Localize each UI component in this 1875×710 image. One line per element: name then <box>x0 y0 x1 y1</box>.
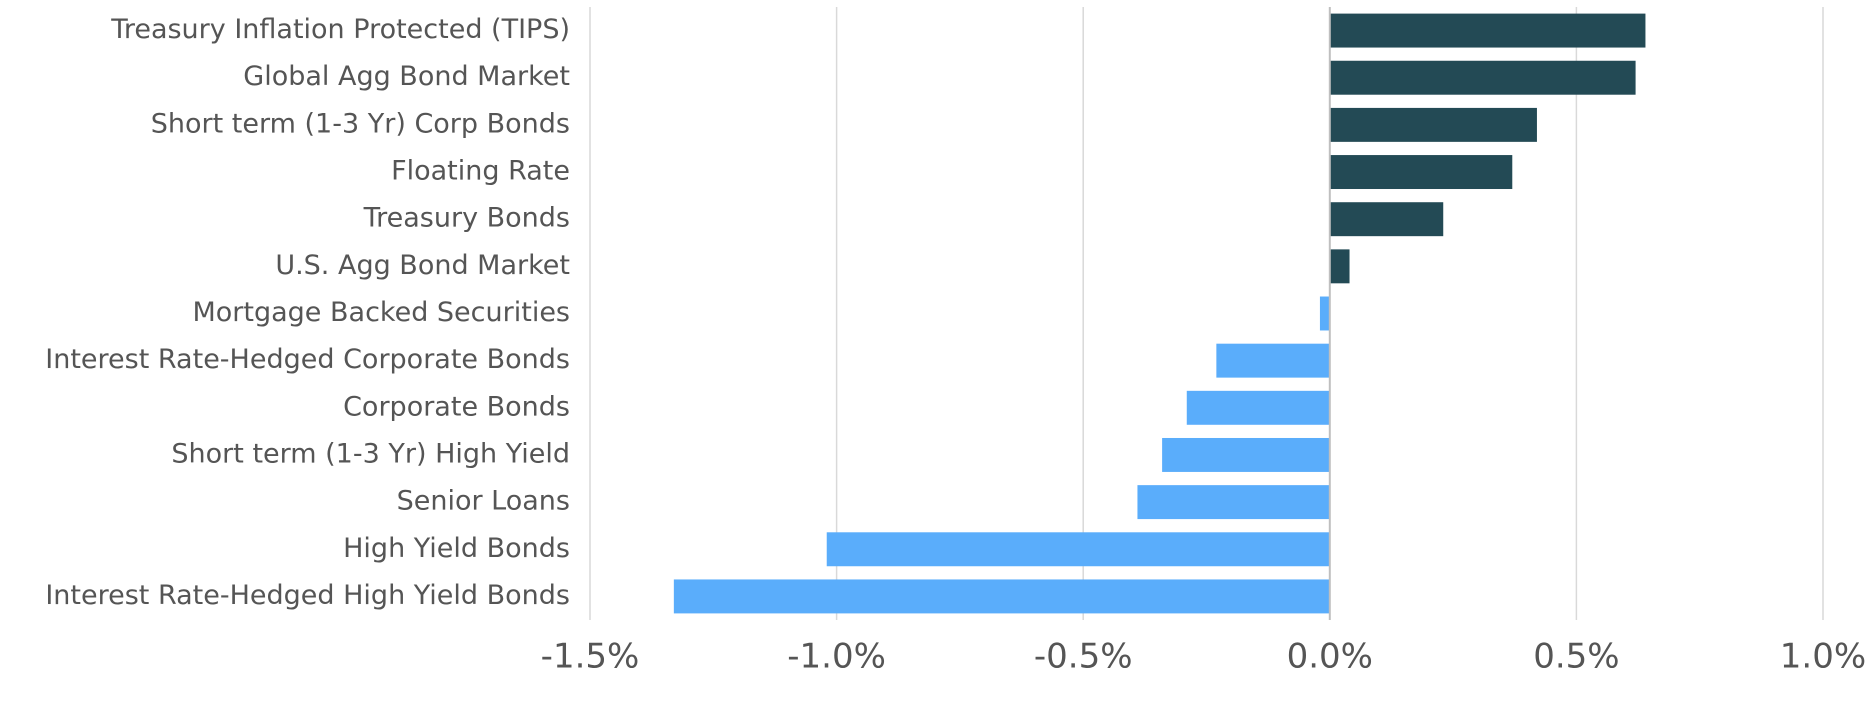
x-tick-label: 0.5% <box>1533 637 1619 677</box>
y-tick-label: Treasury Bonds <box>363 203 570 234</box>
y-tick-label: Treasury Inflation Protected (TIPS) <box>110 14 570 45</box>
bar <box>1329 13 1646 48</box>
bar <box>1329 60 1636 95</box>
y-tick-label: Mortgage Backed Securities <box>192 297 570 328</box>
y-tick-label: High Yield Bonds <box>343 533 570 564</box>
bar <box>1319 296 1330 331</box>
bar <box>1329 107 1537 142</box>
x-tick-label: -0.5% <box>1034 637 1133 677</box>
bar <box>1162 437 1330 472</box>
y-tick-label: Short term (1-3 Yr) Corp Bonds <box>151 108 570 139</box>
x-tick-label: -1.5% <box>541 637 640 677</box>
x-tick-label: 1.0% <box>1780 637 1866 677</box>
y-tick-label: Short term (1-3 Yr) High Yield <box>171 438 570 469</box>
y-tick-label: Interest Rate-Hedged Corporate Bonds <box>45 344 570 375</box>
y-tick-label: Interest Rate-Hedged High Yield Bonds <box>45 580 570 611</box>
y-tick-label: Corporate Bonds <box>343 391 570 422</box>
bar <box>1329 155 1513 190</box>
x-tick-label: 0.0% <box>1287 637 1373 677</box>
bar <box>1329 202 1444 237</box>
y-tick-label: Senior Loans <box>397 486 570 517</box>
bar <box>826 532 1330 567</box>
y-tick-label: U.S. Agg Bond Market <box>275 250 570 281</box>
x-tick-label: -1.0% <box>787 637 886 677</box>
bar <box>1137 485 1330 520</box>
y-tick-label: Floating Rate <box>391 156 570 187</box>
bar <box>673 579 1330 614</box>
bar <box>1186 390 1330 425</box>
y-tick-label: Global Agg Bond Market <box>243 61 570 92</box>
bar <box>1329 249 1350 284</box>
bar <box>1216 343 1330 378</box>
